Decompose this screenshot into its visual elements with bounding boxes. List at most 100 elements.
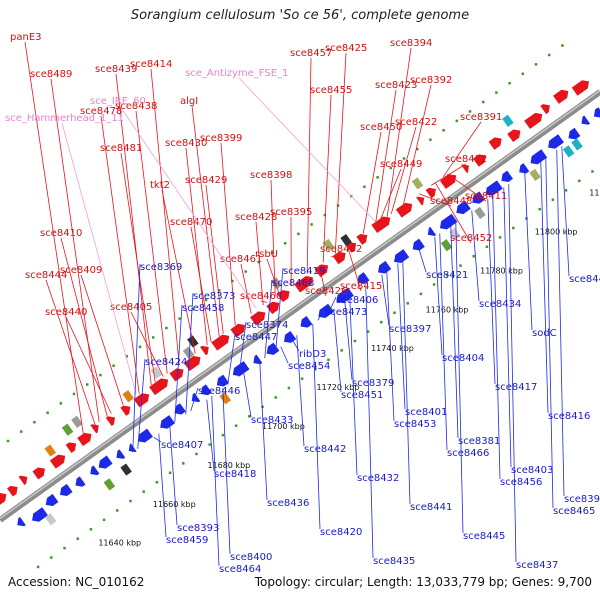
forward-gene: [540, 104, 550, 115]
forward-gene-label: sce8398: [250, 170, 292, 181]
reverse-label-leader: [344, 301, 353, 381]
forward-gene-label: sce8428: [235, 212, 277, 223]
reverse-gene-shape: [60, 483, 73, 497]
forward-label-leader: [260, 300, 268, 303]
reverse-gene-shape: [456, 200, 471, 215]
reverse-gene-label: sce8406: [336, 295, 378, 306]
reverse-label-leader: [333, 308, 342, 393]
tick-dot: [481, 100, 485, 104]
forward-label-leader: [161, 189, 196, 354]
tick-dot: [195, 452, 198, 456]
tick-dot: [402, 157, 406, 160]
forward-gene-label: sce8470: [170, 217, 212, 228]
forward-label-leader: [185, 147, 208, 346]
forward-gene-label: panE3: [10, 32, 42, 43]
forward-gene-label: sce8391: [460, 112, 502, 123]
tick-dot: [310, 223, 313, 226]
feature-box: [529, 168, 541, 182]
reverse-gene: [501, 170, 513, 183]
forward-label-leader: [334, 52, 347, 254]
reverse-gene: [568, 127, 581, 140]
tick-dot: [512, 226, 515, 230]
forward-label-leader: [50, 78, 100, 423]
reverse-label-leader: [238, 321, 247, 377]
feature-box: [71, 415, 83, 428]
forward-label-leader: [135, 110, 168, 374]
reverse-label-leader: [381, 274, 390, 327]
reverse-gene: [201, 384, 212, 396]
forward-gene: [90, 424, 99, 434]
tick-dot: [248, 415, 251, 418]
forward-gene: [332, 251, 346, 265]
reverse-gene-shape: [378, 260, 392, 274]
reverse-label-leader: [487, 199, 496, 385]
forward-gene: [524, 112, 543, 129]
reverse-gene-shape: [318, 303, 334, 318]
reverse-label-leader: [349, 297, 358, 476]
forward-gene-label: sce8449: [380, 159, 422, 170]
forward-gene-label: sce8394: [390, 38, 432, 49]
forward-gene-shape: [425, 187, 436, 199]
reverse-gene-label: sce8374: [246, 320, 288, 331]
reverse-gene: [427, 226, 437, 236]
reverse-label-leader: [402, 259, 411, 505]
tick-dot: [138, 345, 142, 349]
reverse-gene-shape: [519, 163, 530, 174]
reverse-gene-shape: [232, 361, 250, 377]
reverse-gene: [519, 163, 530, 174]
forward-gene-label: sce8399: [200, 133, 242, 144]
genome-backbone-highlight: [0, 89, 600, 520]
reverse-gene: [394, 249, 410, 264]
forward-gene: [571, 80, 589, 96]
forward-gene-shape: [294, 276, 313, 293]
reverse-gene: [216, 374, 229, 387]
reverse-label-leader: [545, 157, 554, 509]
forward-gene: [277, 290, 290, 303]
reverse-gene: [456, 200, 471, 215]
reverse-gene-label: sodC: [532, 328, 557, 339]
reverse-label-leader: [492, 195, 501, 480]
reverse-gene-shape: [98, 455, 113, 469]
tick-dot: [283, 242, 287, 245]
forward-gene-label: sce8423: [375, 80, 417, 91]
forward-gene: [395, 202, 413, 218]
forward-label-leader: [100, 115, 140, 394]
reverse-label-leader: [524, 172, 533, 331]
forward-gene: [345, 242, 357, 253]
reverse-gene-shape: [485, 180, 503, 196]
feature-box: [449, 227, 461, 241]
forward-label-leader: [191, 105, 220, 337]
reverse-gene-label: sce8446: [198, 386, 240, 397]
reverse-gene-label: sce8419: [283, 266, 325, 277]
reverse-gene: [116, 449, 126, 459]
tick-dot: [178, 317, 181, 320]
reverse-gene-shape: [32, 507, 48, 522]
reverse-gene-label: sce8404: [442, 353, 484, 364]
reverse-gene-shape: [581, 115, 591, 125]
reverse-label-leader: [455, 221, 464, 534]
tick-dot: [89, 528, 93, 531]
forward-gene-label: sce8415: [340, 281, 382, 292]
reverse-label-leader: [264, 279, 273, 359]
forward-gene-shape: [211, 334, 230, 351]
reverse-gene-label: sce8401: [405, 407, 447, 418]
forward-gene-label: sce8422: [395, 117, 437, 128]
forward-gene-shape: [250, 311, 266, 326]
tick-dot: [314, 367, 317, 371]
forward-gene: [473, 154, 486, 167]
tick-dot: [85, 383, 89, 386]
reverse-gene-label: sce8424: [145, 357, 187, 368]
reverse-gene-label: sce8465: [553, 506, 595, 517]
reverse-gene-label: sce8369: [140, 262, 182, 273]
forward-gene-label: sce8429: [185, 175, 227, 186]
forward-label-leader: [220, 142, 236, 326]
reverse-gene: [530, 149, 548, 165]
forward-gene-label: sce8440: [45, 307, 87, 318]
forward-gene-label: sce8411: [465, 191, 507, 202]
accession-text: Accession: NC_010162: [8, 575, 145, 589]
forward-gene-shape: [133, 393, 150, 408]
forward-gene-shape: [371, 216, 391, 234]
reverse-gene: [412, 238, 425, 251]
